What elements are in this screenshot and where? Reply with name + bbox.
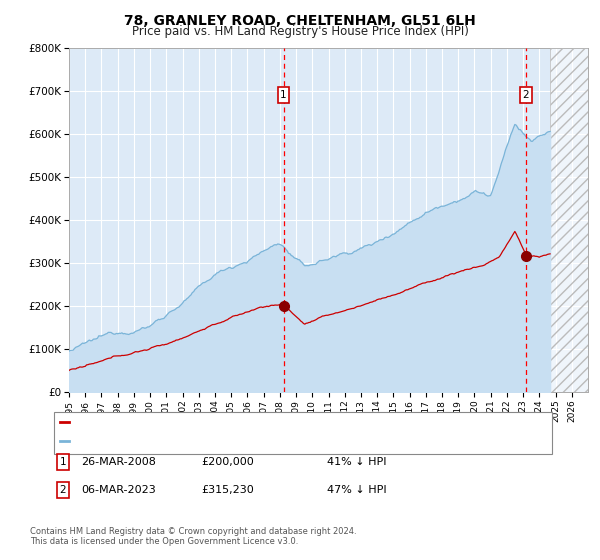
Text: 41% ↓ HPI: 41% ↓ HPI — [327, 457, 386, 467]
Bar — [550, 48, 588, 392]
Text: 2: 2 — [59, 485, 67, 495]
Text: Contains HM Land Registry data © Crown copyright and database right 2024.
This d: Contains HM Land Registry data © Crown c… — [30, 526, 356, 546]
Text: £315,230: £315,230 — [201, 485, 254, 495]
Text: £200,000: £200,000 — [201, 457, 254, 467]
Text: 1: 1 — [59, 457, 67, 467]
Text: 26-MAR-2008: 26-MAR-2008 — [81, 457, 156, 467]
Text: 78, GRANLEY ROAD, CHELTENHAM, GL51 6LH: 78, GRANLEY ROAD, CHELTENHAM, GL51 6LH — [124, 14, 476, 28]
Text: 2: 2 — [523, 90, 529, 100]
Text: 78, GRANLEY ROAD, CHELTENHAM, GL51 6LH (detached house): 78, GRANLEY ROAD, CHELTENHAM, GL51 6LH (… — [72, 417, 403, 427]
Text: Price paid vs. HM Land Registry's House Price Index (HPI): Price paid vs. HM Land Registry's House … — [131, 25, 469, 38]
Text: 1: 1 — [280, 90, 287, 100]
Bar — [550, 48, 588, 392]
Text: 47% ↓ HPI: 47% ↓ HPI — [327, 485, 386, 495]
Text: HPI: Average price, detached house, Cheltenham: HPI: Average price, detached house, Chel… — [72, 436, 329, 446]
Text: 06-MAR-2023: 06-MAR-2023 — [81, 485, 156, 495]
